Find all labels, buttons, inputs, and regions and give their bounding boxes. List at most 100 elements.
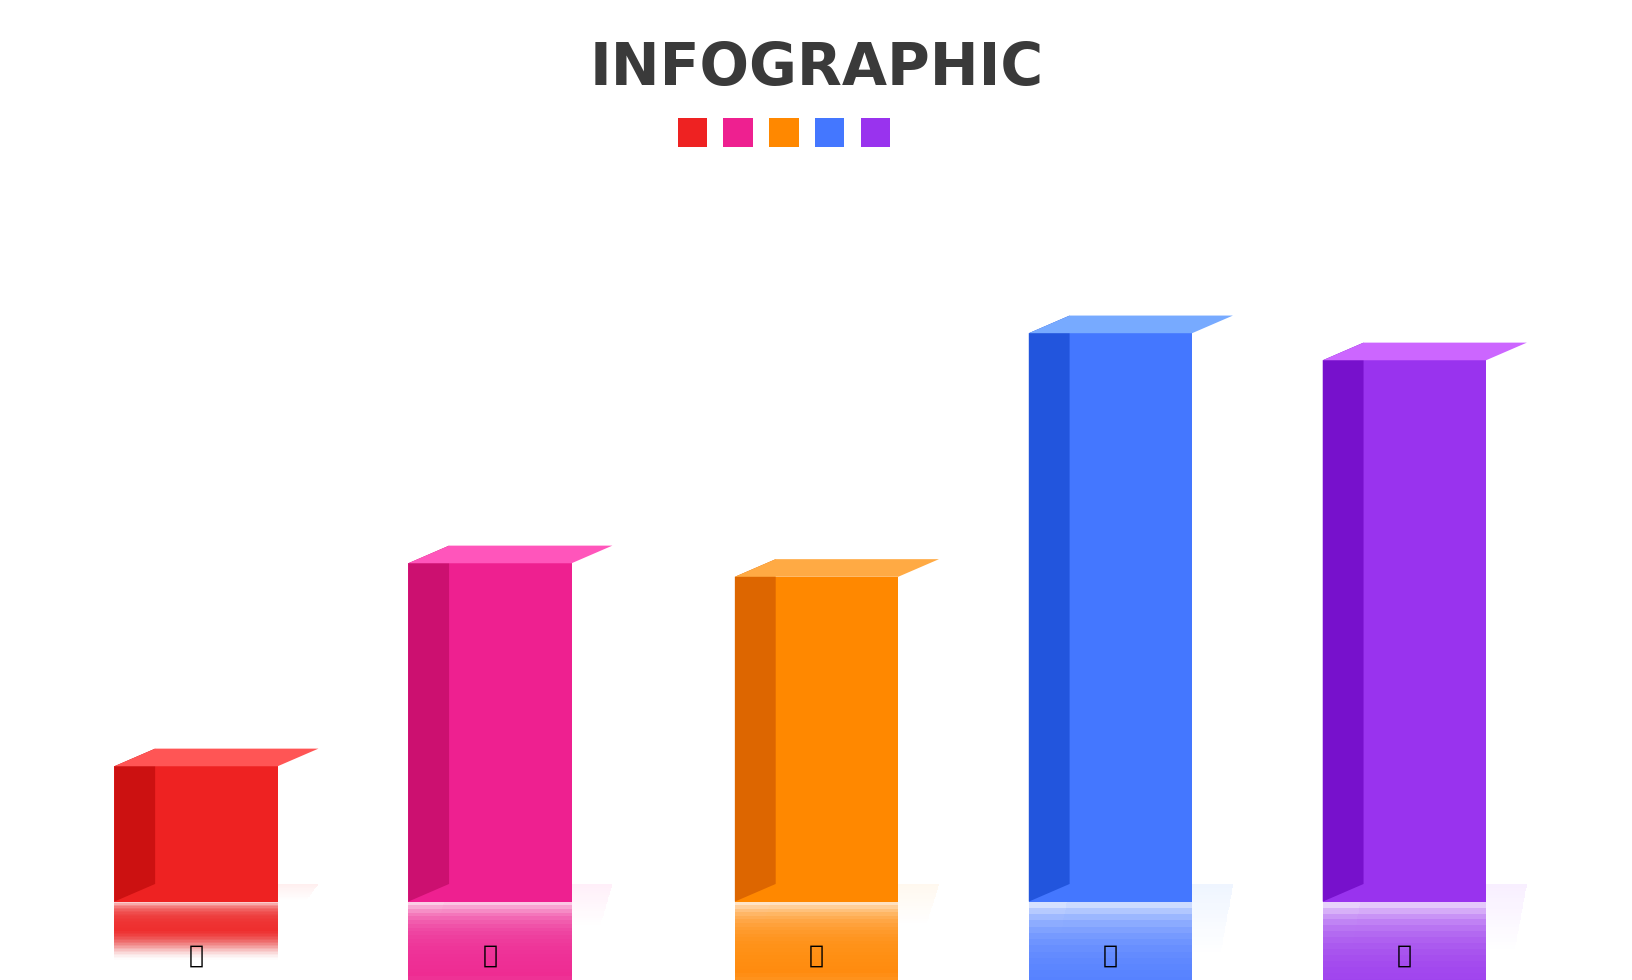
- Polygon shape: [442, 906, 605, 908]
- Polygon shape: [734, 930, 898, 980]
- Polygon shape: [1028, 933, 1191, 980]
- Polygon shape: [444, 900, 607, 902]
- FancyBboxPatch shape: [769, 118, 798, 147]
- Polygon shape: [1358, 912, 1521, 916]
- Polygon shape: [1358, 909, 1521, 912]
- Polygon shape: [734, 927, 898, 980]
- FancyBboxPatch shape: [677, 118, 707, 147]
- Polygon shape: [441, 911, 604, 913]
- Polygon shape: [114, 749, 318, 766]
- Polygon shape: [408, 935, 571, 980]
- Polygon shape: [408, 957, 571, 980]
- Polygon shape: [114, 913, 277, 944]
- Polygon shape: [408, 906, 571, 980]
- Polygon shape: [114, 924, 277, 954]
- FancyBboxPatch shape: [860, 118, 889, 147]
- Polygon shape: [1069, 888, 1232, 892]
- Polygon shape: [1322, 902, 1485, 980]
- Polygon shape: [114, 905, 277, 934]
- Polygon shape: [1028, 952, 1191, 980]
- Polygon shape: [114, 909, 277, 939]
- Polygon shape: [1363, 888, 1526, 891]
- Polygon shape: [1064, 906, 1229, 910]
- Polygon shape: [442, 905, 605, 907]
- Polygon shape: [769, 906, 932, 907]
- Polygon shape: [1061, 933, 1224, 937]
- FancyBboxPatch shape: [723, 118, 752, 147]
- Polygon shape: [1322, 961, 1485, 980]
- Polygon shape: [114, 907, 277, 937]
- Polygon shape: [1028, 964, 1191, 980]
- Polygon shape: [408, 947, 571, 980]
- Polygon shape: [734, 902, 898, 973]
- Polygon shape: [114, 916, 277, 947]
- Polygon shape: [734, 923, 898, 980]
- Polygon shape: [734, 906, 898, 977]
- Polygon shape: [769, 904, 932, 906]
- Polygon shape: [1028, 946, 1191, 980]
- Polygon shape: [114, 919, 277, 950]
- Polygon shape: [1028, 977, 1191, 980]
- Polygon shape: [408, 954, 571, 980]
- Polygon shape: [772, 897, 934, 899]
- Polygon shape: [734, 560, 775, 902]
- Polygon shape: [1322, 973, 1485, 980]
- Polygon shape: [1067, 892, 1231, 896]
- Polygon shape: [114, 766, 277, 902]
- Polygon shape: [1361, 895, 1524, 899]
- Polygon shape: [767, 910, 930, 912]
- Text: 🚀: 🚀: [1102, 944, 1118, 967]
- Text: INFOGRAPHIC: INFOGRAPHIC: [589, 40, 1043, 97]
- Polygon shape: [1322, 343, 1526, 361]
- Polygon shape: [441, 913, 604, 915]
- Polygon shape: [1359, 902, 1523, 906]
- Polygon shape: [1322, 925, 1485, 980]
- Polygon shape: [1028, 914, 1191, 980]
- Polygon shape: [1322, 967, 1485, 980]
- Polygon shape: [1322, 931, 1485, 980]
- Polygon shape: [774, 888, 937, 891]
- Polygon shape: [408, 546, 612, 563]
- Polygon shape: [1028, 970, 1191, 980]
- Polygon shape: [1028, 927, 1191, 980]
- Polygon shape: [774, 891, 937, 893]
- Polygon shape: [734, 956, 898, 980]
- Polygon shape: [1322, 361, 1485, 902]
- Polygon shape: [775, 884, 938, 886]
- Polygon shape: [1322, 956, 1485, 980]
- Polygon shape: [1322, 907, 1485, 980]
- Polygon shape: [770, 899, 934, 902]
- Polygon shape: [408, 546, 449, 902]
- Polygon shape: [1322, 950, 1485, 980]
- Polygon shape: [1062, 922, 1226, 926]
- Polygon shape: [1322, 343, 1363, 902]
- Polygon shape: [1322, 937, 1485, 980]
- Polygon shape: [408, 943, 571, 980]
- Polygon shape: [408, 931, 571, 980]
- Polygon shape: [1322, 944, 1485, 980]
- Polygon shape: [734, 934, 898, 980]
- Polygon shape: [114, 915, 277, 945]
- Polygon shape: [114, 902, 277, 931]
- Polygon shape: [1028, 316, 1069, 902]
- Polygon shape: [408, 916, 571, 980]
- Polygon shape: [734, 919, 898, 980]
- Polygon shape: [114, 912, 277, 942]
- Polygon shape: [447, 891, 610, 893]
- Polygon shape: [1355, 927, 1518, 931]
- Polygon shape: [446, 896, 609, 898]
- Polygon shape: [734, 912, 898, 980]
- Polygon shape: [1355, 931, 1518, 935]
- Polygon shape: [1066, 899, 1229, 903]
- Polygon shape: [734, 937, 898, 980]
- Polygon shape: [444, 902, 607, 905]
- Polygon shape: [441, 908, 604, 911]
- Polygon shape: [408, 939, 571, 980]
- Polygon shape: [734, 945, 898, 980]
- Polygon shape: [770, 902, 934, 904]
- Polygon shape: [449, 886, 612, 889]
- Polygon shape: [767, 907, 930, 910]
- Polygon shape: [1028, 957, 1191, 980]
- Polygon shape: [1064, 914, 1227, 918]
- Polygon shape: [734, 952, 898, 980]
